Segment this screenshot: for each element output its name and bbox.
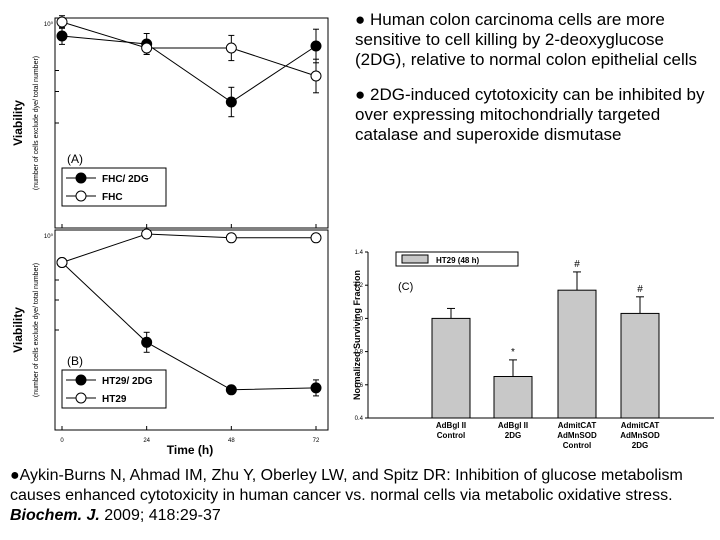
bar [431, 317, 471, 419]
y-tick-label: 1.4 [355, 250, 364, 256]
data-point [141, 228, 153, 240]
legend-box [61, 369, 167, 409]
data-point [141, 336, 153, 348]
x-axis-title: Time (h) [167, 443, 213, 457]
data-point [310, 40, 322, 52]
data-point [56, 257, 68, 268]
x-tick-label: 2DG [505, 431, 521, 440]
x-tick-label: Control [563, 441, 591, 450]
legend-swatch [401, 254, 429, 264]
x-tick-label: Control [437, 431, 465, 440]
y-tick-label: 10⁰ [44, 21, 54, 28]
y-axis-title: Viability [11, 100, 25, 146]
x-tick-label: 72 [313, 438, 320, 444]
data-point [310, 232, 322, 244]
x-tick-label: AdMnSOD [557, 431, 597, 440]
x-tick-label: AdMnSOD [620, 431, 660, 440]
data-point [310, 70, 322, 82]
citation-journal: Biochem. J. [10, 507, 100, 524]
citation-year: 2009; 418:29-37 [99, 507, 221, 524]
x-tick-label: AdmitCAT [558, 421, 597, 430]
y-axis-title: Viability [11, 307, 25, 353]
y-tick-label: 0.4 [355, 416, 364, 422]
legend-marker [75, 190, 87, 202]
significance-marker: # [637, 284, 643, 295]
x-tick-label: 0 [60, 438, 64, 444]
series-line [61, 21, 317, 77]
y-tick-label: 0.6 [355, 383, 364, 389]
series-line [61, 262, 317, 391]
x-tick-label: AdBgl II [436, 421, 466, 430]
data-point [225, 96, 237, 108]
bar [620, 312, 660, 419]
x-tick-label: AdmitCAT [621, 421, 660, 430]
data-point [310, 382, 322, 394]
y-tick-label: 0.8 [355, 350, 364, 356]
series-line [61, 35, 317, 103]
panel-label: (A) [67, 152, 83, 166]
panel-label: (C) [398, 281, 413, 293]
legend-marker [75, 374, 87, 386]
legend-label: FHC [102, 192, 123, 203]
bar [493, 376, 533, 419]
y-tick-label: 1.0 [355, 316, 364, 322]
legend-label: HT29 (48 h) [436, 256, 479, 265]
x-tick-label: 2DG [632, 441, 648, 450]
data-point [225, 232, 237, 244]
y-axis-subtitle: (number of cells exclude dye/ total numb… [33, 56, 40, 190]
y-tick-label: 10⁰ [44, 233, 54, 240]
y-axis-subtitle: (number of cells exclude dye/ total numb… [33, 263, 40, 397]
x-tick-label: 24 [143, 438, 150, 444]
legend-label: HT29/ 2DG [102, 376, 153, 387]
legend-marker [75, 392, 87, 404]
data-point [56, 16, 68, 28]
series-line [61, 233, 316, 263]
bullet-list: ● Human colon carcinoma cells are more s… [355, 10, 715, 160]
data-point [141, 42, 153, 54]
x-tick-label: 48 [228, 438, 235, 444]
y-tick-label: 1.2 [355, 283, 364, 289]
y-axis-title: Normalized Surviving Fraction [352, 270, 362, 400]
x-tick-label: AdBgl II [498, 421, 528, 430]
data-point [56, 30, 68, 42]
bullet-item: ● Human colon carcinoma cells are more s… [355, 10, 698, 69]
legend-box [61, 167, 167, 207]
legend-label: HT29 [102, 394, 127, 405]
bullet-item: ● 2DG-induced cytotoxicity can be inhibi… [355, 85, 705, 144]
data-point [225, 384, 237, 396]
citation: ●Aykin-Burns N, Ahmad IM, Zhu Y, Oberley… [10, 466, 710, 526]
legend-label: FHC/ 2DG [102, 174, 149, 185]
citation-text: ●Aykin-Burns N, Ahmad IM, Zhu Y, Oberley… [10, 467, 683, 504]
bar [557, 289, 597, 419]
significance-marker: # [574, 259, 580, 270]
significance-marker: * [511, 347, 515, 358]
data-point [225, 42, 237, 54]
panel-label: (B) [67, 354, 83, 368]
plot-frame [54, 229, 329, 431]
legend-marker [75, 172, 87, 184]
